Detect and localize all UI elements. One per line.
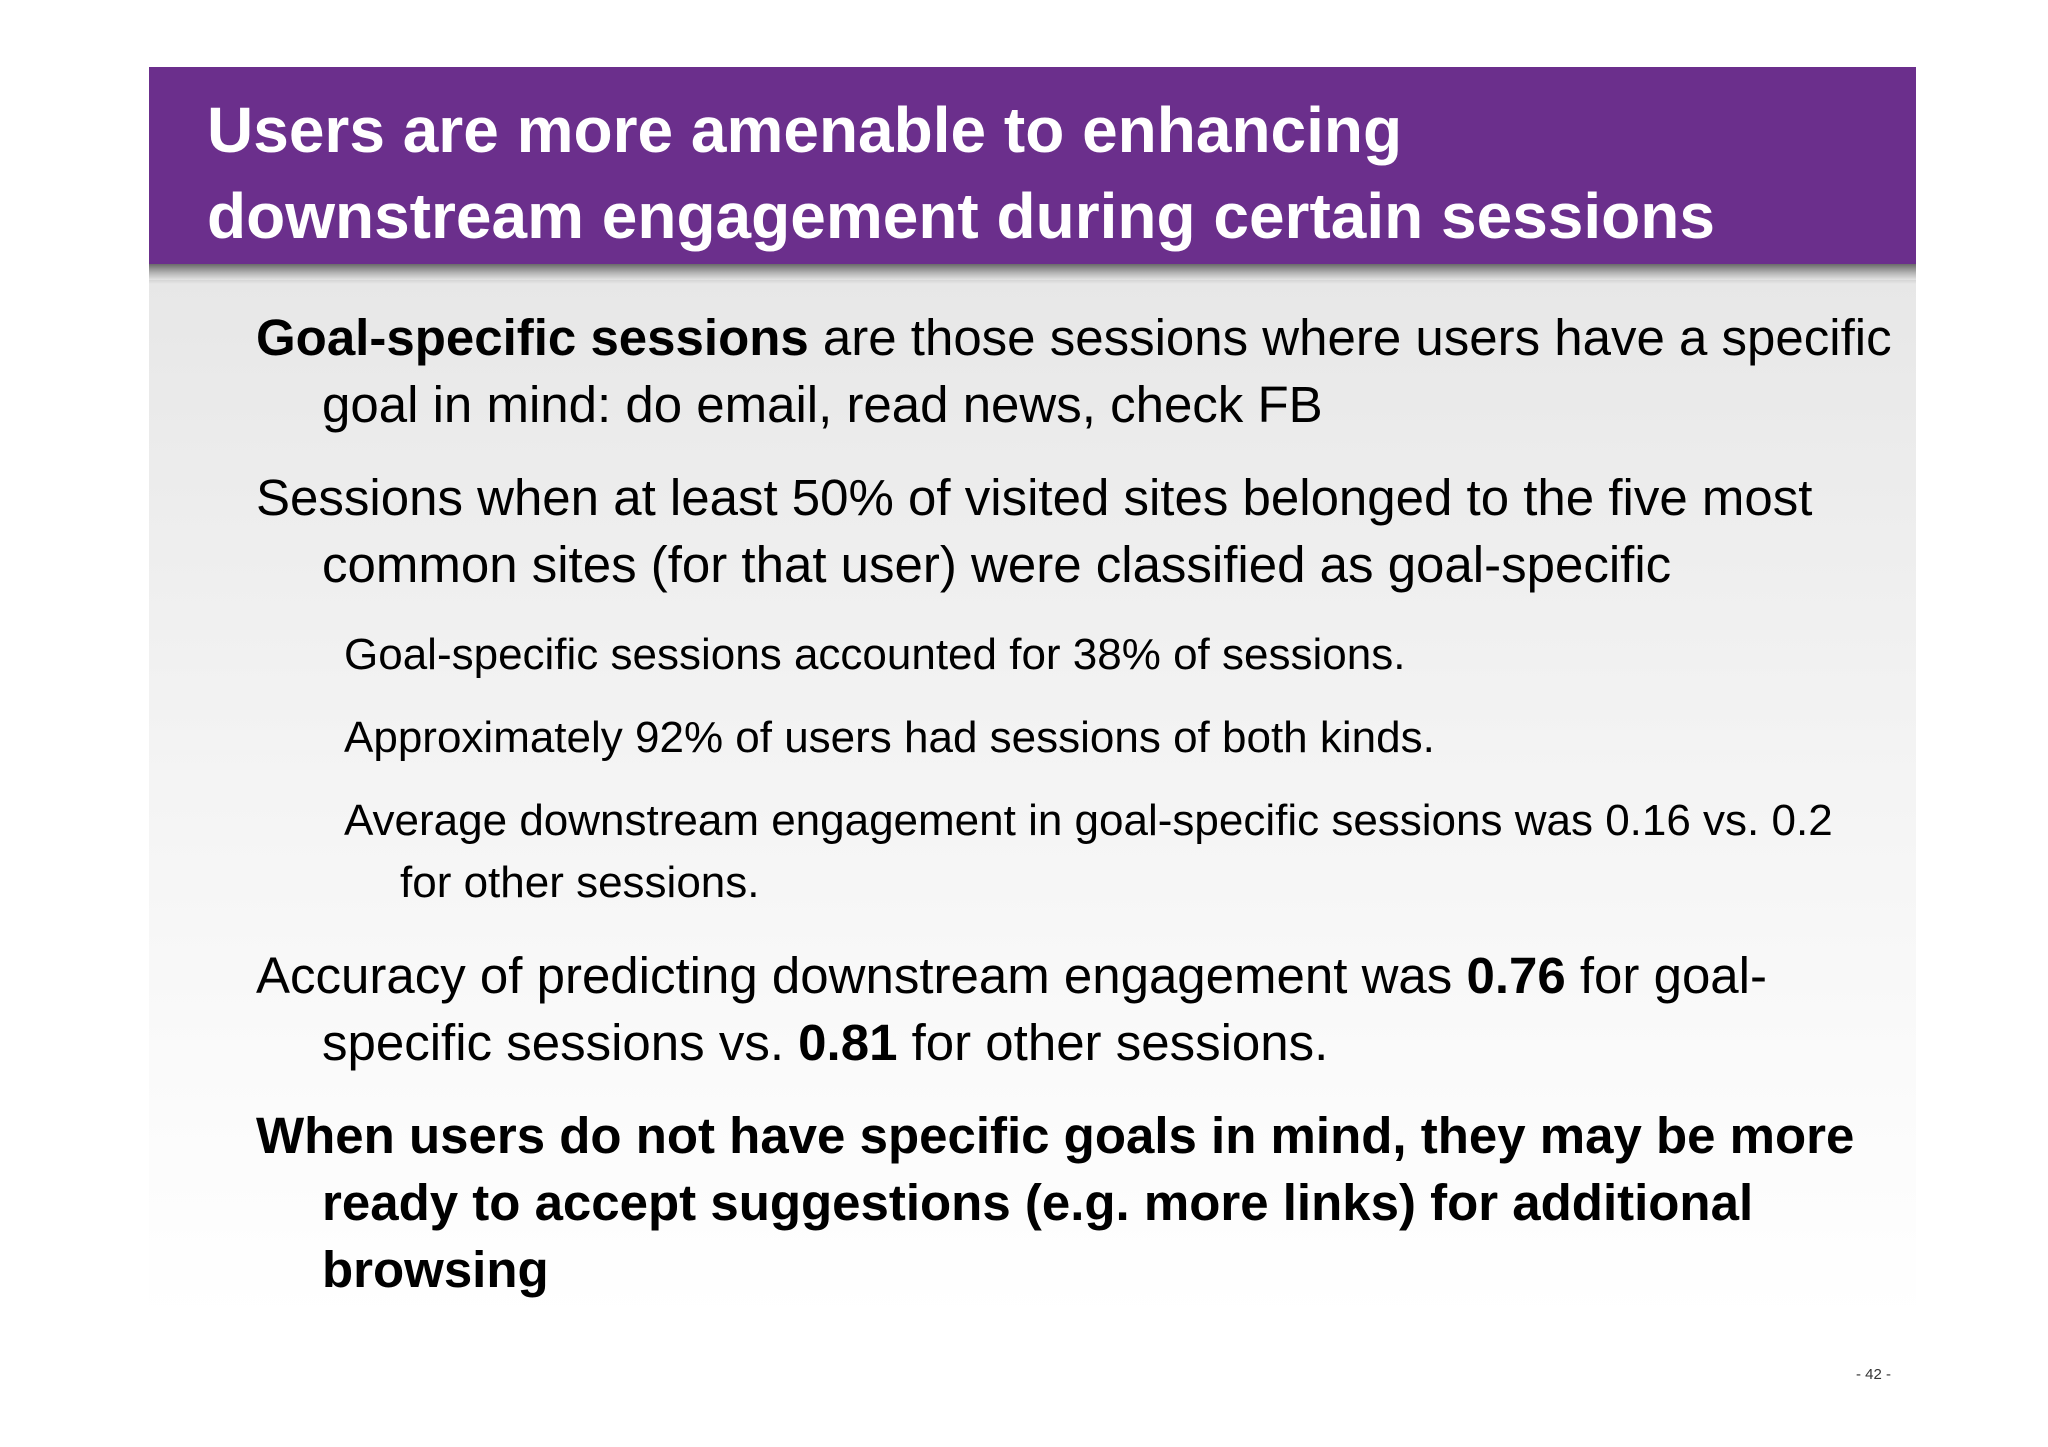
title-shadow: [149, 264, 1916, 284]
sub-bullet-text: Goal-specific sessions accounted for 38%…: [344, 630, 1406, 679]
bullet-text: Sessions when at least 50% of visited si…: [256, 469, 1813, 593]
bullet-text: When users do not have specific goals in…: [256, 1107, 1855, 1298]
bullet-text: Accuracy of predicting downstream engage…: [256, 947, 1467, 1004]
sub-bullet-text: Average downstream engagement in goal-sp…: [344, 796, 1833, 907]
sub-bullet-engagement: Average downstream engagement in goal-sp…: [344, 790, 1896, 914]
bullet-text: for goal-specific sessions vs.: [322, 947, 1767, 1071]
bullet-goal-specific-definition: Goal-specific sessions are those session…: [256, 304, 1896, 438]
bullet-accuracy: Accuracy of predicting downstream engage…: [256, 942, 1896, 1076]
slide-title-line-1: Users are more amenable to enhancing: [207, 94, 1403, 166]
title-bar: Users are more amenable to enhancing dow…: [149, 67, 1916, 264]
slide-title-line-2: downstream engagement during certain ses…: [207, 180, 1715, 252]
bullet-text: for other sessions.: [897, 1014, 1329, 1071]
accuracy-value-other: 0.81: [798, 1014, 898, 1071]
sub-bullet-share: Goal-specific sessions accounted for 38%…: [344, 624, 1896, 686]
bullet-text: are those sessions where users have a sp…: [322, 309, 1892, 433]
bullet-list: Goal-specific sessions are those session…: [256, 304, 1896, 1329]
sub-bullet-text: Approximately 92% of users had sessions …: [344, 713, 1435, 762]
content-background: [149, 280, 1916, 1320]
sub-bullet-users: Approximately 92% of users had sessions …: [344, 707, 1896, 769]
accuracy-value-goal: 0.76: [1466, 947, 1566, 1004]
bullet-classification-rule: Sessions when at least 50% of visited si…: [256, 464, 1896, 598]
page-number: - 42 -: [1855, 1366, 1891, 1383]
bullet-conclusion: When users do not have specific goals in…: [256, 1102, 1896, 1303]
bullet-bold-lead: Goal-specific sessions: [256, 309, 809, 366]
